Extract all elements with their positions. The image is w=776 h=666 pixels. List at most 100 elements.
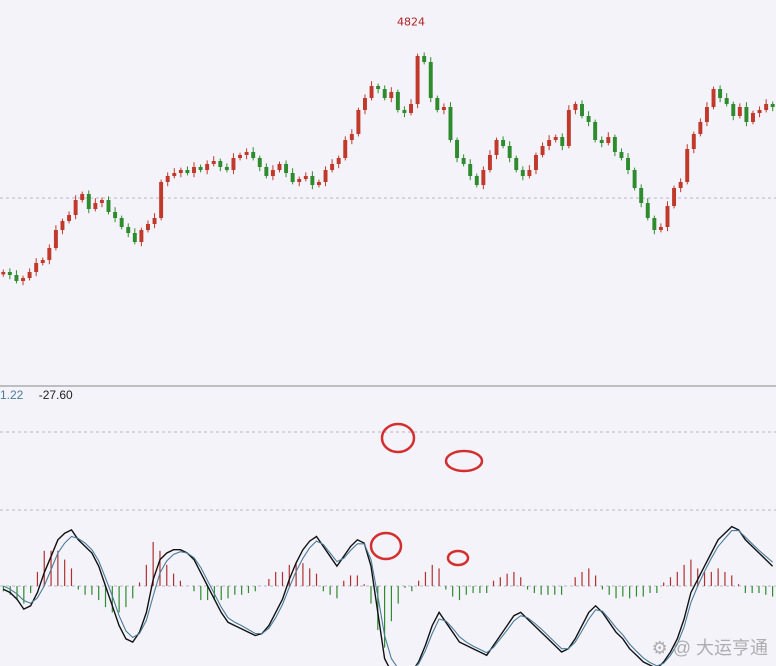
candle-body [718, 89, 723, 98]
candle-body [53, 230, 58, 248]
candle-body [494, 140, 499, 155]
candle-body [113, 212, 118, 218]
candle-body [40, 260, 45, 263]
candle-body [527, 170, 532, 176]
candle-body [639, 188, 644, 203]
candle-body [284, 164, 289, 173]
candle-body [744, 107, 749, 122]
candle-body [165, 176, 170, 182]
candle-body [363, 98, 367, 110]
candle-body [731, 104, 736, 116]
candle-body [678, 182, 683, 188]
candle-body [645, 203, 650, 218]
candle-body [336, 158, 341, 164]
candle-body [172, 173, 177, 176]
candle-body [612, 137, 617, 152]
candle-body [441, 107, 446, 110]
candle-body [73, 200, 78, 215]
highlight-ellipse-2 [369, 531, 403, 561]
candle-body [468, 164, 473, 176]
candle-body [382, 89, 387, 98]
highlight-ellipse-1 [444, 449, 484, 473]
candle-body [60, 221, 65, 230]
candle-body [316, 182, 321, 185]
candle-body [303, 176, 308, 179]
candle-body [474, 176, 479, 185]
candle-body [658, 227, 663, 230]
candle-body [540, 146, 545, 155]
candle-body [152, 218, 157, 224]
candle-body [27, 272, 32, 278]
candle-body [461, 158, 466, 164]
candle-body [553, 137, 558, 140]
candle-body [139, 230, 144, 242]
candle-body [514, 158, 519, 170]
highlight-ellipse-0 [380, 422, 416, 454]
candle-body [238, 155, 243, 158]
candle-body [481, 170, 486, 185]
candle-body [632, 170, 637, 188]
candle-body [369, 86, 374, 98]
candle-body [448, 107, 453, 140]
candle-body [224, 167, 229, 170]
candle-body [211, 161, 216, 164]
candle-body [1, 272, 6, 275]
candle-body [724, 98, 729, 104]
candle-body [698, 122, 703, 134]
candle-body [737, 107, 742, 116]
candle-body [593, 122, 598, 140]
candle-body [119, 218, 124, 227]
candle-body [566, 110, 571, 146]
candle-body [580, 104, 584, 116]
candle-body [704, 107, 709, 122]
candle-body [99, 200, 104, 203]
candle-body [376, 86, 381, 89]
candle-body [145, 224, 150, 230]
candle-body [652, 218, 657, 230]
candle-body [132, 233, 137, 242]
candle-body [244, 152, 249, 155]
candle-body [665, 206, 670, 227]
candle-body [270, 170, 275, 176]
candle-body [198, 167, 203, 170]
candle-body [409, 104, 413, 113]
candle-body [415, 56, 420, 104]
watermark: ⚙ @ 大运亨通 [652, 634, 768, 660]
candle-body [586, 116, 591, 122]
candle-body [501, 140, 506, 146]
candle-body [205, 164, 210, 170]
candle-body [7, 272, 12, 275]
highlight-ellipse-3 [446, 549, 470, 567]
candle-body [757, 110, 762, 113]
candle-body [606, 137, 611, 143]
candle-body [599, 140, 604, 143]
macd-legend: 1.22 -27.60 [0, 388, 85, 402]
candle-body [402, 110, 407, 113]
candle-body [560, 137, 565, 146]
candle-body [487, 155, 492, 170]
candle-body [672, 188, 677, 206]
price-label-high: 4824 [397, 16, 425, 29]
candle-body [297, 179, 302, 182]
candle-body [626, 158, 631, 170]
candle-body [47, 248, 52, 260]
candle-body [323, 170, 328, 182]
watermark-text: @ 大运亨通 [672, 638, 768, 658]
candle-body [573, 104, 578, 110]
candle-body [178, 170, 183, 173]
candle-body [751, 113, 755, 122]
macd-value-1: 1.22 [0, 388, 24, 402]
candle-body [257, 158, 262, 167]
candle-body [619, 152, 624, 158]
candle-body [770, 104, 775, 107]
candle-body [159, 182, 164, 218]
candle-body [685, 149, 690, 182]
candle-body [389, 92, 394, 98]
macd-value-2: -27.60 [38, 388, 73, 402]
candle-body [435, 98, 440, 110]
candle-body [711, 89, 716, 107]
candle-body [218, 161, 223, 167]
candle-body [34, 263, 39, 272]
